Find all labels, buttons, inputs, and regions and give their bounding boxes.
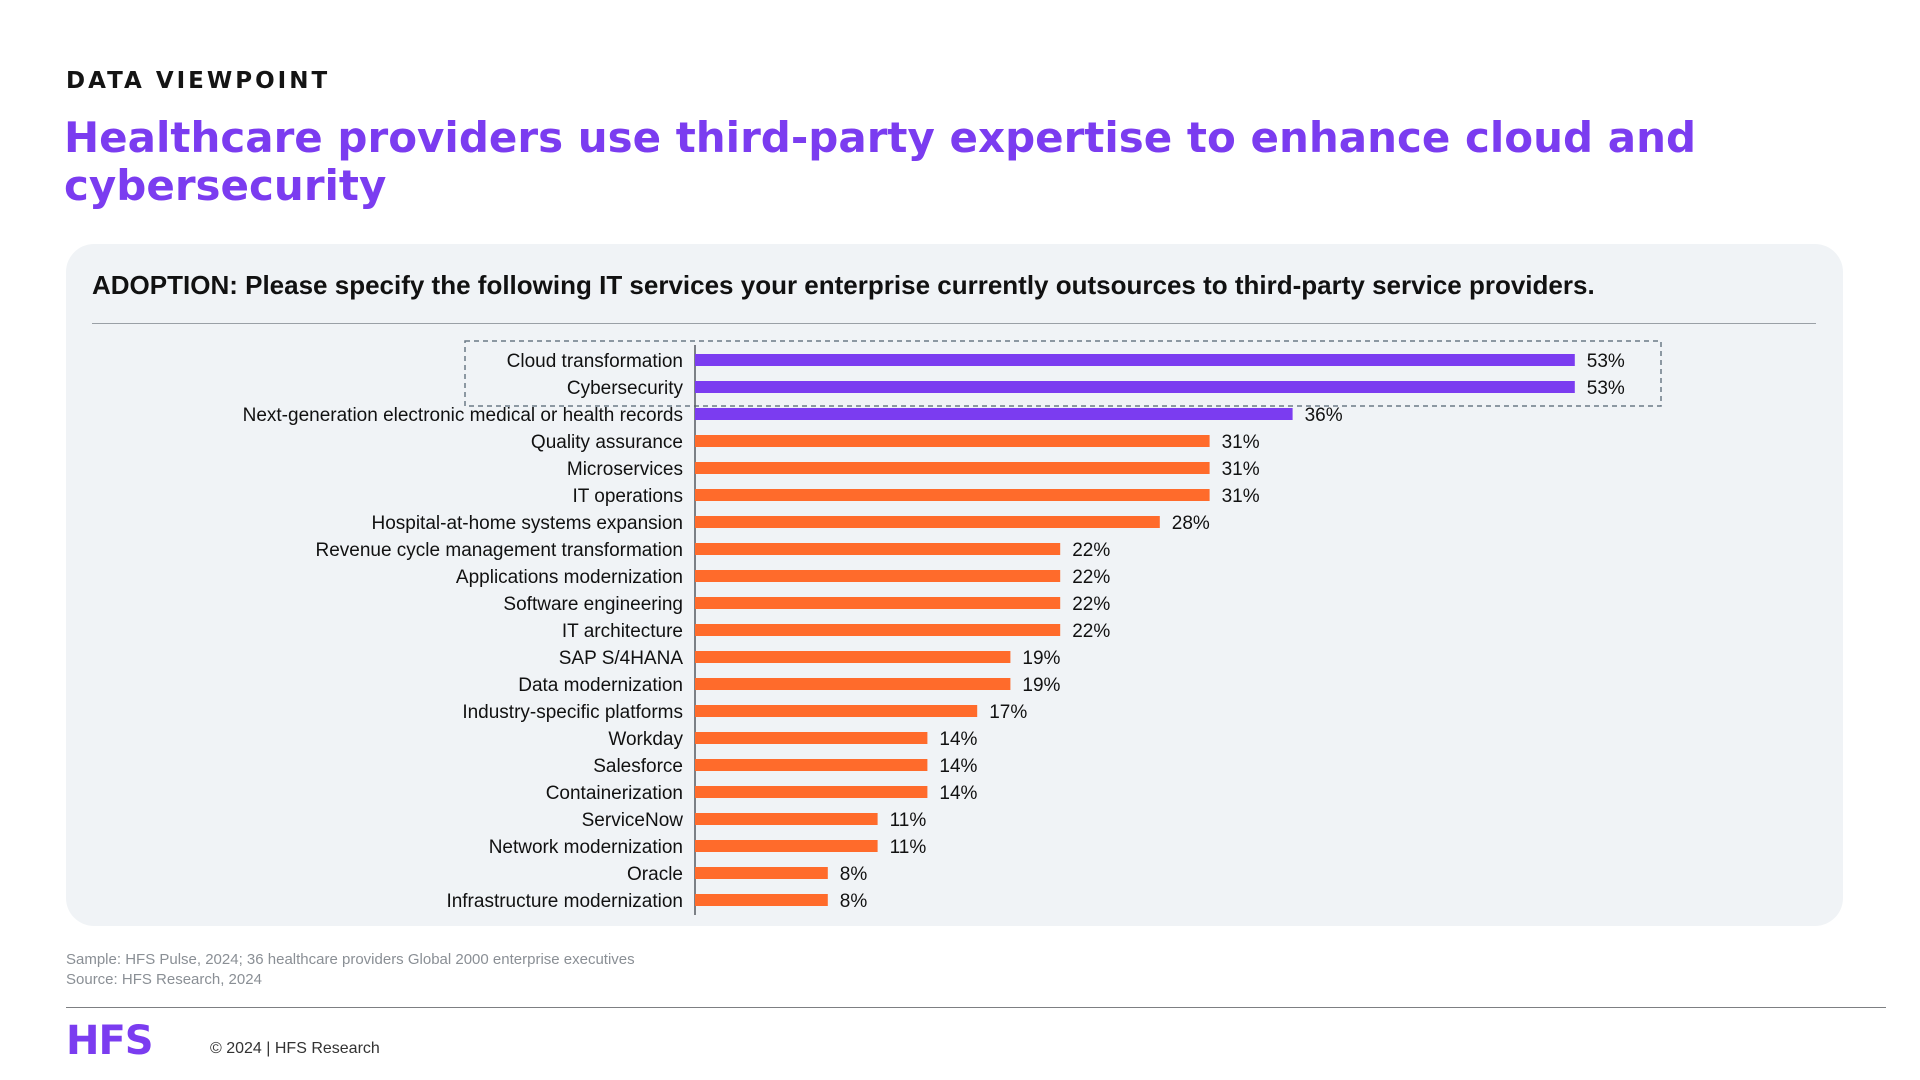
bar [695, 732, 928, 744]
value-label: 17% [989, 702, 1027, 723]
value-label: 31% [1222, 432, 1260, 453]
value-label: 11% [890, 837, 927, 858]
value-label: 22% [1072, 567, 1110, 588]
bar [695, 516, 1160, 528]
bar [695, 678, 1011, 690]
value-label: 11% [890, 810, 927, 831]
value-label: 31% [1222, 459, 1260, 480]
bar [695, 624, 1061, 636]
eyebrow: DATA VIEWPOINT [66, 68, 331, 94]
bar [695, 570, 1061, 582]
copyright: © 2024 | HFS Research [210, 1040, 380, 1057]
bar [695, 462, 1210, 474]
category-label: SAP S/4HANA [559, 648, 684, 669]
value-label: 53% [1587, 351, 1625, 372]
value-label: 19% [1022, 675, 1060, 696]
category-label: Cloud transformation [507, 351, 683, 372]
footer-divider [66, 1007, 1886, 1008]
category-label: Microservices [567, 459, 683, 480]
value-label: 8% [840, 891, 868, 912]
category-label: IT operations [572, 486, 683, 507]
category-label: Network modernization [489, 837, 683, 858]
question-divider [92, 323, 1816, 324]
bar [695, 813, 878, 825]
sample-footnote: Sample: HFS Pulse, 2024; 36 healthcare p… [66, 951, 635, 968]
bar [695, 759, 928, 771]
bar [695, 651, 1011, 663]
category-label: Next-generation electronic medical or he… [243, 405, 683, 426]
category-label: Cybersecurity [567, 378, 684, 399]
category-label: Infrastructure modernization [446, 891, 683, 912]
category-label: Revenue cycle management transformation [315, 540, 683, 561]
source-footnote: Source: HFS Research, 2024 [66, 971, 262, 988]
category-label: Data modernization [518, 675, 683, 696]
category-label: Industry-specific platforms [462, 702, 683, 723]
value-label: 22% [1072, 621, 1110, 642]
bar [695, 354, 1575, 366]
category-label: Applications modernization [456, 567, 683, 588]
category-label: Workday [608, 729, 683, 750]
svg-text:HFS: HFS [66, 1021, 153, 1059]
category-label: IT architecture [562, 621, 683, 642]
highlight-box [464, 340, 1662, 407]
value-label: 14% [939, 783, 977, 804]
survey-question: ADOPTION: Please specify the following I… [92, 270, 1595, 300]
bar [695, 894, 828, 906]
bar [695, 381, 1575, 393]
bar [695, 435, 1210, 447]
value-label: 8% [840, 864, 868, 885]
value-label: 53% [1587, 378, 1625, 399]
category-label: Quality assurance [531, 432, 683, 453]
value-label: 28% [1172, 513, 1210, 534]
value-label: 36% [1305, 405, 1343, 426]
value-label: 22% [1072, 594, 1110, 615]
value-label: 14% [939, 756, 977, 777]
bar [695, 867, 828, 879]
category-label: Oracle [627, 864, 683, 885]
value-label: 31% [1222, 486, 1260, 507]
category-label: Hospital-at-home systems expansion [371, 513, 683, 534]
hfs-logo: HFS [66, 1021, 154, 1059]
bar [695, 705, 978, 717]
category-label: ServiceNow [582, 810, 684, 831]
bar [695, 597, 1061, 609]
value-label: 14% [939, 729, 977, 750]
bar [695, 489, 1210, 501]
bar [695, 408, 1293, 420]
category-label: Software engineering [503, 594, 683, 615]
category-label: Containerization [546, 783, 683, 804]
value-label: 19% [1022, 648, 1060, 669]
page-title: Healthcare providers use third-party exp… [64, 113, 1697, 210]
bar [695, 786, 928, 798]
value-label: 22% [1072, 540, 1110, 561]
bar [695, 543, 1061, 555]
bar [695, 840, 878, 852]
category-label: Salesforce [593, 756, 683, 777]
